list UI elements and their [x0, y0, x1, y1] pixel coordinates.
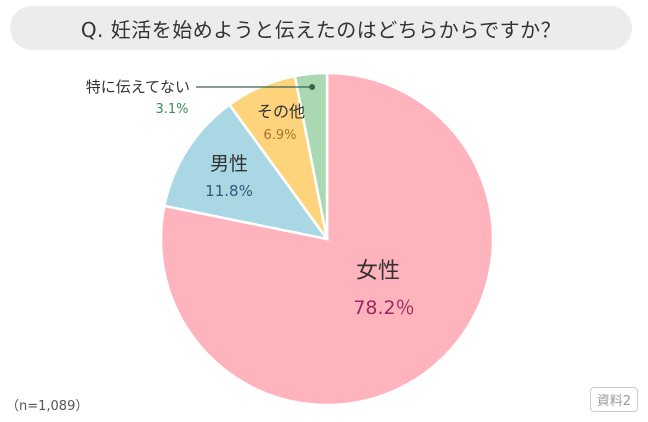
- slice-value-not-told: 3.1%: [155, 102, 188, 117]
- slice-value-female: 78.2％: [353, 297, 414, 319]
- slice-value-male: 11.8%: [205, 182, 253, 200]
- slice-label-male: 男性: [210, 153, 248, 175]
- slice-male: [162, 102, 330, 241]
- slice-female: [159, 71, 495, 407]
- chart-title: Q. 妊活を始めようと伝えたのはどちらからですか？: [80, 17, 562, 42]
- sample-size-note: （n=1,089）: [6, 399, 89, 414]
- slice-label-other: その他: [257, 102, 305, 121]
- slice-label-female: 女性: [356, 259, 400, 284]
- title-bar: Q. 妊活を始めようと伝えたのはどちらからですか？: [10, 6, 632, 50]
- slice-label-not-told: 特に伝えてない: [86, 78, 190, 96]
- slice-not-told: [293, 71, 329, 240]
- slice-value-other: 6.9%: [263, 128, 296, 143]
- reference-badge: 資料2: [589, 387, 638, 412]
